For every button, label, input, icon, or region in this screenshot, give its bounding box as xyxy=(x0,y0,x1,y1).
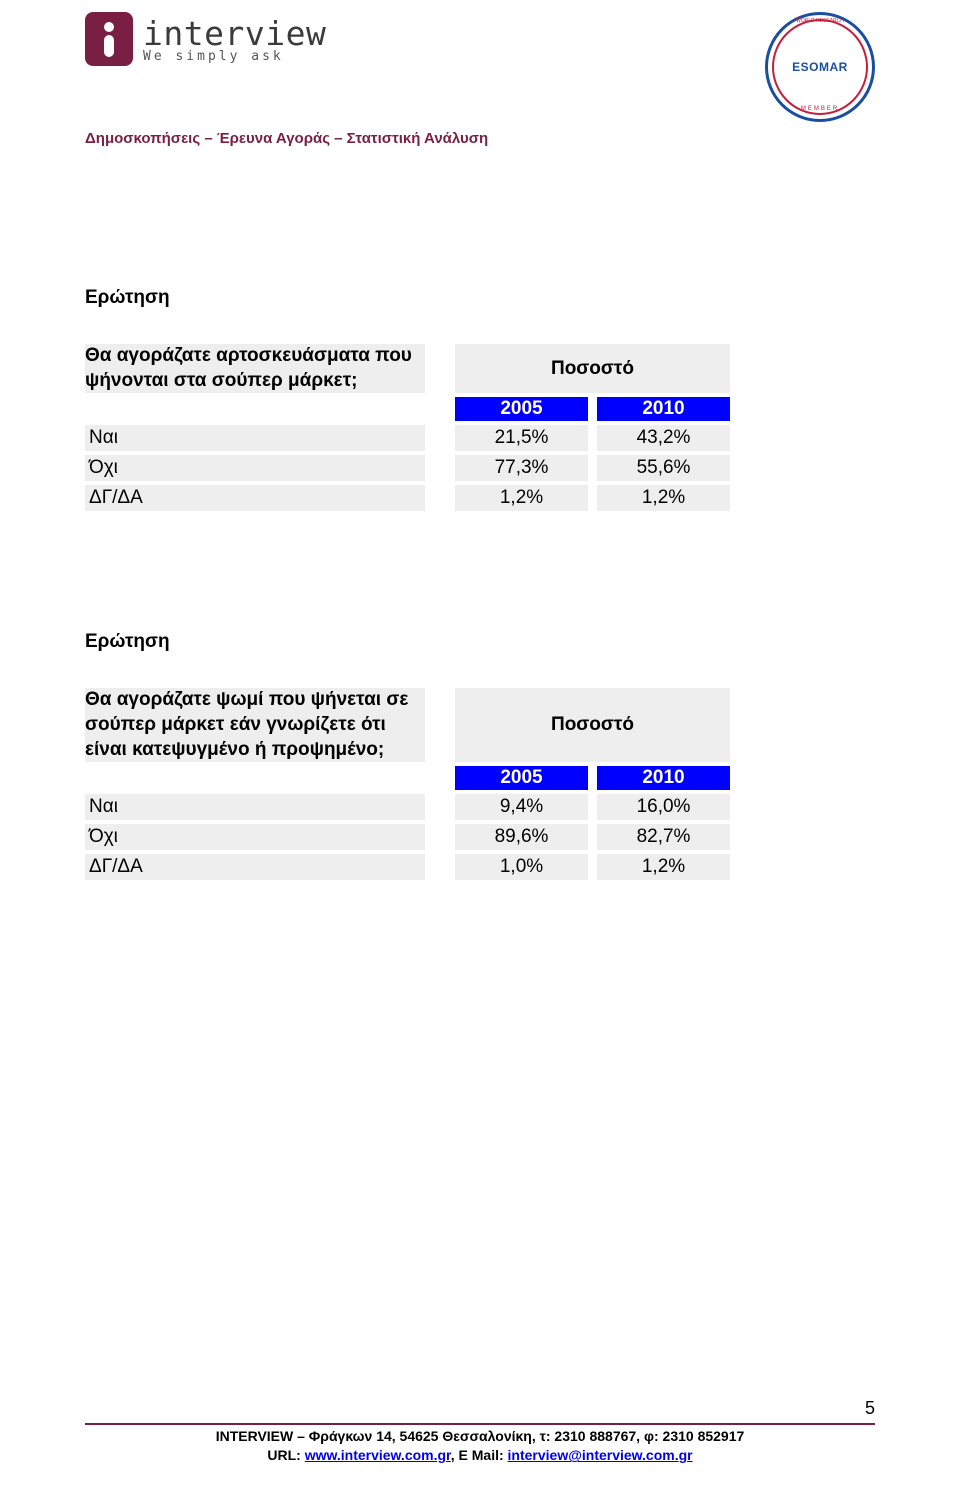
year-header: 2010 xyxy=(597,397,730,421)
data-cell: 82,7% xyxy=(597,824,730,850)
data-cell: 1,2% xyxy=(597,485,730,511)
esomar-badge-member: MEMBER xyxy=(801,106,839,112)
data-cell: 1,2% xyxy=(455,485,588,511)
row-label: ΔΓ/ΔΑ xyxy=(85,854,425,880)
row-label: Ναι xyxy=(85,425,425,451)
esomar-badge: WORLD RESEARCH ESOMAR MEMBER xyxy=(765,12,875,122)
row-label: Όχι xyxy=(85,455,425,481)
percent-header: Ποσοστό xyxy=(455,688,730,762)
data-cell: 16,0% xyxy=(597,794,730,820)
year-header: 2010 xyxy=(597,766,730,790)
row-label: ΔΓ/ΔΑ xyxy=(85,485,425,511)
section-title: Ερώτηση xyxy=(85,287,875,309)
section-title: Ερώτηση xyxy=(85,631,875,653)
data-cell: 21,5% xyxy=(455,425,588,451)
logo-icon xyxy=(85,12,133,66)
tagline: Δημοσκοπήσεις – Έρευνα Αγοράς – Στατιστι… xyxy=(85,130,875,147)
row-label: Ναι xyxy=(85,794,425,820)
data-cell: 1,0% xyxy=(455,854,588,880)
data-cell: 9,4% xyxy=(455,794,588,820)
question-text: Θα αγοράζατε αρτοσκευάσματα που ψήνονται… xyxy=(85,344,425,393)
data-table-1: Θα αγοράζατε αρτοσκευάσματα που ψήνονται… xyxy=(85,344,730,511)
data-cell: 89,6% xyxy=(455,824,588,850)
data-cell: 55,6% xyxy=(597,455,730,481)
footer: 5 INTERVIEW – Φράγκων 14, 54625 Θεσσαλον… xyxy=(85,1398,875,1466)
data-cell: 77,3% xyxy=(455,455,588,481)
footer-mail-link[interactable]: interview@interview.com.gr xyxy=(508,1447,693,1463)
esomar-badge-main: ESOMAR xyxy=(792,60,848,74)
esomar-badge-top: WORLD RESEARCH xyxy=(796,18,844,24)
footer-url-link[interactable]: www.interview.com.gr xyxy=(305,1447,451,1463)
year-header: 2005 xyxy=(455,397,588,421)
logo-title: interview xyxy=(143,14,326,53)
logo-subtitle: We simply ask xyxy=(143,49,326,64)
data-table-2: Θα αγοράζατε ψωμί που ψήνεται σε σούπερ … xyxy=(85,688,730,880)
percent-header: Ποσοστό xyxy=(455,344,730,393)
footer-url-label: URL: xyxy=(267,1447,304,1463)
row-label: Όχι xyxy=(85,824,425,850)
question-text: Θα αγοράζατε ψωμί που ψήνεται σε σούπερ … xyxy=(85,688,425,762)
footer-address: – Φράγκων 14, 54625 Θεσσαλονίκη, τ: 2310… xyxy=(293,1428,744,1444)
data-cell: 1,2% xyxy=(597,854,730,880)
data-cell: 43,2% xyxy=(597,425,730,451)
footer-mail-label: , E Mail: xyxy=(451,1447,508,1463)
footer-company: INTERVIEW xyxy=(216,1428,294,1444)
page-number: 5 xyxy=(85,1398,875,1419)
year-header: 2005 xyxy=(455,766,588,790)
logo: interview We simply ask xyxy=(85,12,326,66)
question-section-1: Ερώτηση Θα αγοράζατε αρτοσκευάσματα που … xyxy=(85,287,875,511)
question-section-2: Ερώτηση Θα αγοράζατε ψωμί που ψήνεται σε… xyxy=(85,631,875,880)
